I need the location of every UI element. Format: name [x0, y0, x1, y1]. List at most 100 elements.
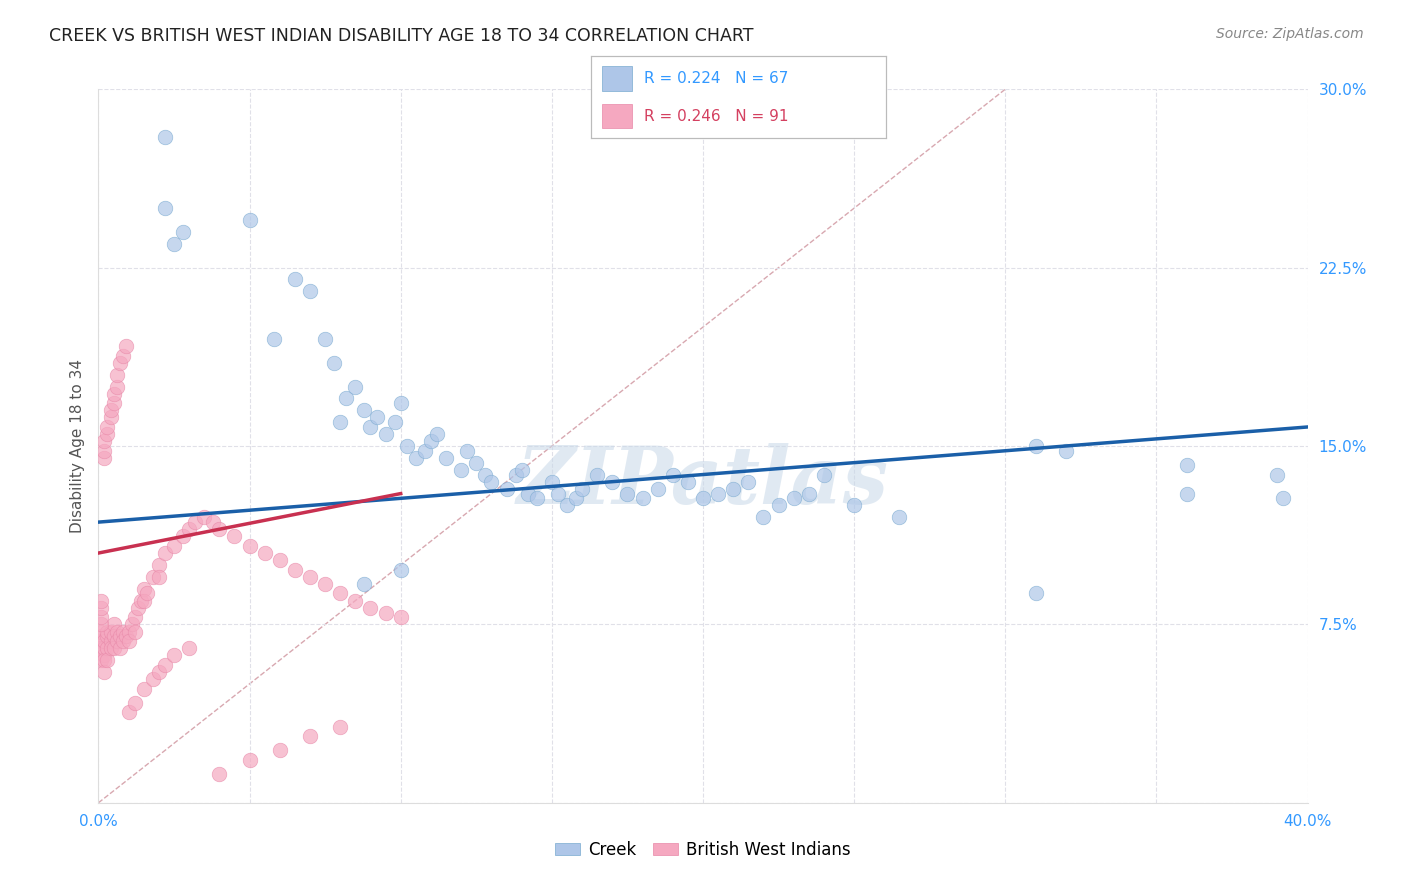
- Y-axis label: Disability Age 18 to 34: Disability Age 18 to 34: [69, 359, 84, 533]
- Point: [103, 396, 125, 410]
- Point: [111, 634, 134, 648]
- Point: [135, 586, 157, 600]
- Point: [163, 648, 186, 663]
- Point: [586, 467, 609, 482]
- Point: [239, 213, 262, 227]
- Point: [148, 558, 170, 572]
- Point: [124, 610, 146, 624]
- Point: [366, 410, 388, 425]
- Point: [118, 706, 141, 720]
- Point: [616, 486, 638, 500]
- Point: [323, 356, 346, 370]
- Point: [93, 648, 115, 663]
- Point: [450, 463, 472, 477]
- Point: [90, 610, 112, 624]
- Point: [661, 467, 683, 482]
- Point: [269, 743, 291, 757]
- Point: [505, 467, 527, 482]
- Point: [105, 624, 128, 639]
- Point: [132, 593, 155, 607]
- Point: [90, 653, 112, 667]
- Point: [813, 467, 835, 482]
- Point: [284, 563, 307, 577]
- Point: [90, 600, 112, 615]
- Point: [353, 577, 375, 591]
- Point: [676, 475, 699, 489]
- Point: [329, 586, 352, 600]
- Point: [314, 332, 336, 346]
- Point: [783, 491, 806, 506]
- Point: [111, 349, 134, 363]
- Point: [1024, 586, 1046, 600]
- Point: [100, 641, 122, 656]
- Point: [389, 610, 412, 624]
- Point: [114, 629, 136, 643]
- Point: [1267, 467, 1289, 482]
- Point: [108, 356, 131, 370]
- Point: [797, 486, 820, 500]
- Text: R = 0.224   N = 67: R = 0.224 N = 67: [644, 70, 787, 86]
- Point: [752, 510, 775, 524]
- Point: [142, 672, 165, 686]
- Point: [299, 285, 322, 299]
- Point: [692, 491, 714, 506]
- Point: [389, 563, 412, 577]
- Point: [90, 634, 112, 648]
- Point: [565, 491, 588, 506]
- Point: [344, 379, 367, 393]
- Point: [647, 482, 669, 496]
- Point: [547, 486, 569, 500]
- Point: [142, 570, 165, 584]
- Point: [93, 665, 115, 679]
- Point: [434, 450, 457, 465]
- Point: [90, 593, 112, 607]
- Point: [360, 600, 382, 615]
- Point: [90, 641, 112, 656]
- Point: [103, 629, 125, 643]
- Point: [148, 570, 170, 584]
- Point: [1272, 491, 1295, 506]
- Text: R = 0.246   N = 91: R = 0.246 N = 91: [644, 109, 789, 124]
- Point: [184, 515, 207, 529]
- Point: [96, 653, 118, 667]
- Point: [108, 629, 131, 643]
- Point: [374, 606, 396, 620]
- Point: [526, 491, 548, 506]
- Point: [103, 617, 125, 632]
- Point: [93, 634, 115, 648]
- Point: [96, 427, 118, 442]
- Point: [103, 641, 125, 656]
- Point: [127, 600, 149, 615]
- Point: [571, 482, 593, 496]
- Point: [93, 443, 115, 458]
- Point: [153, 546, 176, 560]
- Point: [202, 515, 225, 529]
- Point: [132, 681, 155, 696]
- Bar: [602, 66, 631, 91]
- Point: [723, 482, 745, 496]
- Point: [481, 475, 503, 489]
- Point: [103, 386, 125, 401]
- Point: [179, 522, 201, 536]
- Point: [269, 553, 291, 567]
- Point: [314, 577, 336, 591]
- Point: [96, 641, 118, 656]
- Point: [495, 482, 517, 496]
- Legend: Creek, British West Indians: Creek, British West Indians: [548, 835, 858, 866]
- Point: [105, 634, 128, 648]
- Point: [93, 641, 115, 656]
- Point: [844, 499, 866, 513]
- Point: [105, 368, 128, 382]
- Point: [374, 427, 396, 442]
- Point: [465, 456, 488, 470]
- Point: [100, 403, 122, 417]
- Point: [111, 624, 134, 639]
- Point: [360, 420, 382, 434]
- Point: [344, 593, 367, 607]
- Text: CREEK VS BRITISH WEST INDIAN DISABILITY AGE 18 TO 34 CORRELATION CHART: CREEK VS BRITISH WEST INDIAN DISABILITY …: [49, 27, 754, 45]
- Point: [516, 486, 538, 500]
- Point: [93, 450, 115, 465]
- Point: [153, 201, 176, 215]
- Point: [193, 510, 215, 524]
- Point: [172, 225, 194, 239]
